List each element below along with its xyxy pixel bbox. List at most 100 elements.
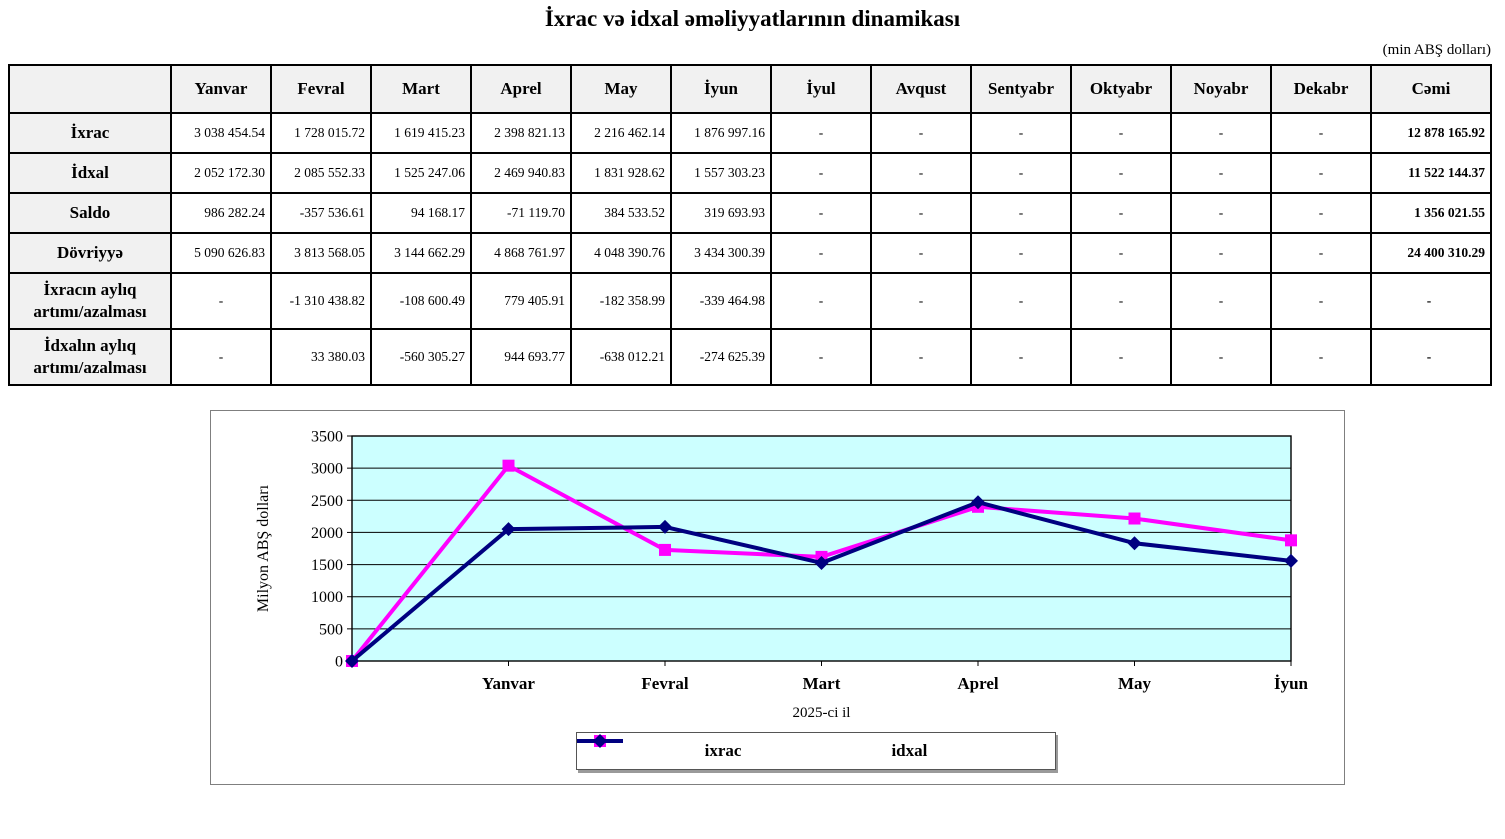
table-cell: -339 464.98	[670, 272, 772, 330]
table-row: İdxalın aylıq artımı/azalması -33 380.03-…	[8, 328, 1492, 386]
x-tick-label: Aprel	[957, 674, 999, 693]
y-tick-label: 3000	[311, 461, 343, 478]
table-cell: 33 380.03	[270, 328, 372, 386]
table-cell: 944 693.77	[470, 328, 572, 386]
table-cell: -	[1070, 328, 1172, 386]
table-cell: -560 305.27	[370, 328, 472, 386]
column-header: Sentyabr	[970, 64, 1072, 114]
data-point-idxal	[1127, 536, 1142, 551]
table-header-row: Yanvar Fevral Mart Aprel May İyun İyul Avqust Se…	[8, 64, 1492, 114]
data-point-idxal	[1284, 553, 1298, 568]
column-header: İyul	[770, 64, 872, 114]
row-label: Saldo	[8, 192, 172, 234]
table-cell: 24 400 310.29	[1370, 232, 1492, 274]
table-cell: -	[1270, 112, 1372, 154]
x-tick-label: Fevral	[641, 674, 688, 693]
table-cell: -	[970, 112, 1072, 154]
table-cell: -	[1170, 232, 1272, 274]
column-header: Avqust	[870, 64, 972, 114]
table-cell: -108 600.49	[370, 272, 472, 330]
column-header: Aprel	[470, 64, 572, 114]
table-cell: 2 216 462.14	[570, 112, 672, 154]
table-cell: 2 052 172.30	[170, 152, 272, 194]
table-cell: 1 876 997.16	[670, 112, 772, 154]
table-cell: -	[970, 272, 1072, 330]
table-cell: -	[870, 272, 972, 330]
corner-header	[8, 64, 172, 114]
y-tick-label: 1000	[311, 589, 343, 606]
table-cell: -	[770, 152, 872, 194]
y-tick-label: 0	[335, 654, 343, 671]
column-header: İyun	[670, 64, 772, 114]
table-cell: 986 282.24	[170, 192, 272, 234]
table-cell: 3 038 454.54	[170, 112, 272, 154]
table-cell: 3 434 300.39	[670, 232, 772, 274]
table-cell: -	[1170, 112, 1272, 154]
data-point-ixrac	[1128, 512, 1141, 525]
table-cell: -	[1070, 272, 1172, 330]
x-tick-label: May	[1118, 674, 1152, 693]
row-label: İdxalın aylıq artımı/azalması	[8, 328, 172, 386]
table-cell: -357 536.61	[270, 192, 372, 234]
legend-marker-diamond-icon	[577, 734, 623, 748]
table-cell: 384 533.52	[570, 192, 672, 234]
table-cell: 1 831 928.62	[570, 152, 672, 194]
table-cell: -274 625.39	[670, 328, 772, 386]
table-cell: -	[1370, 272, 1492, 330]
table-cell: 12 878 165.92	[1370, 112, 1492, 154]
table-cell: -	[770, 232, 872, 274]
table-cell: -638 012.21	[570, 328, 672, 386]
y-tick-label: 3500	[311, 429, 343, 446]
table-wrap: Yanvar Fevral Mart Aprel May İyun İyul Avqust Se…	[8, 64, 1492, 386]
column-header: Yanvar	[170, 64, 272, 114]
table-cell: 4 868 761.97	[470, 232, 572, 274]
table-cell: -	[170, 328, 272, 386]
report-table: Yanvar Fevral Mart Aprel May İyun İyul Avqust Se…	[8, 64, 1492, 386]
table-cell: -182 358.99	[570, 272, 672, 330]
table-cell: -	[870, 112, 972, 154]
legend-label: ixrac	[704, 741, 742, 760]
row-label: İdxal	[8, 152, 172, 194]
table-cell: -	[1070, 152, 1172, 194]
table-cell: 2 469 940.83	[470, 152, 572, 194]
data-point-idxal	[971, 495, 985, 510]
legend-item-ixrac: ixrac	[577, 735, 742, 761]
table-row: İdxal 2 052 172.30 2 085 552.33 1 525 247.0…	[8, 152, 1492, 194]
chart-canvas: 0 500 1000 1500 2000 2500 3000 3500 Yanvar Fevral…	[255, 429, 1309, 722]
table-cell: 779 405.91	[470, 272, 572, 330]
chart-legend: ixrac idxal	[576, 732, 1056, 770]
table-cell: -	[870, 192, 972, 234]
data-point-ixrac	[1285, 534, 1297, 547]
plot-area	[352, 436, 1291, 661]
table-cell: -	[1270, 192, 1372, 234]
table-cell: -	[870, 232, 972, 274]
table-cell: -	[770, 112, 872, 154]
data-point-idxal	[593, 734, 607, 748]
table-cell: 1 525 247.06	[370, 152, 472, 194]
legend-item-idxal: idxal	[577, 734, 927, 761]
table-cell: -	[1070, 112, 1172, 154]
table-cell: -1 310 438.82	[270, 272, 372, 330]
table-cell: -71 119.70	[470, 192, 572, 234]
table-cell: 11 522 144.37	[1370, 152, 1492, 194]
data-point-idxal	[501, 522, 516, 537]
unit-note: (min ABŞ dolları)	[1382, 42, 1491, 58]
y-tick-label: 1500	[311, 557, 343, 574]
table-row: Saldo 986 282.24 -357 536.61 94 168.17 -71 1…	[8, 192, 1492, 234]
table-cell: -	[1170, 152, 1272, 194]
page-title: İxrac və idxal əməliyyatlarının dinamika…	[544, 6, 961, 31]
table-cell: -	[870, 152, 972, 194]
table-cell: 3 813 568.05	[270, 232, 372, 274]
table-cell: 319 693.93	[670, 192, 772, 234]
table-cell: -	[1170, 328, 1272, 386]
table-cell: -	[1370, 328, 1492, 386]
table-cell: -	[1170, 272, 1272, 330]
column-header: Fevral	[270, 64, 372, 114]
x-tick-label: İyun	[1274, 674, 1309, 693]
table-row: İxrac 3 038 454.54 1 728 015.72 1 619 415.2…	[8, 112, 1492, 154]
table-cell: -	[1270, 232, 1372, 274]
row-label: İxrac	[8, 112, 172, 154]
data-point-ixrac	[502, 459, 515, 472]
column-header: Dekabr	[1270, 64, 1372, 114]
column-header: May	[570, 64, 672, 114]
